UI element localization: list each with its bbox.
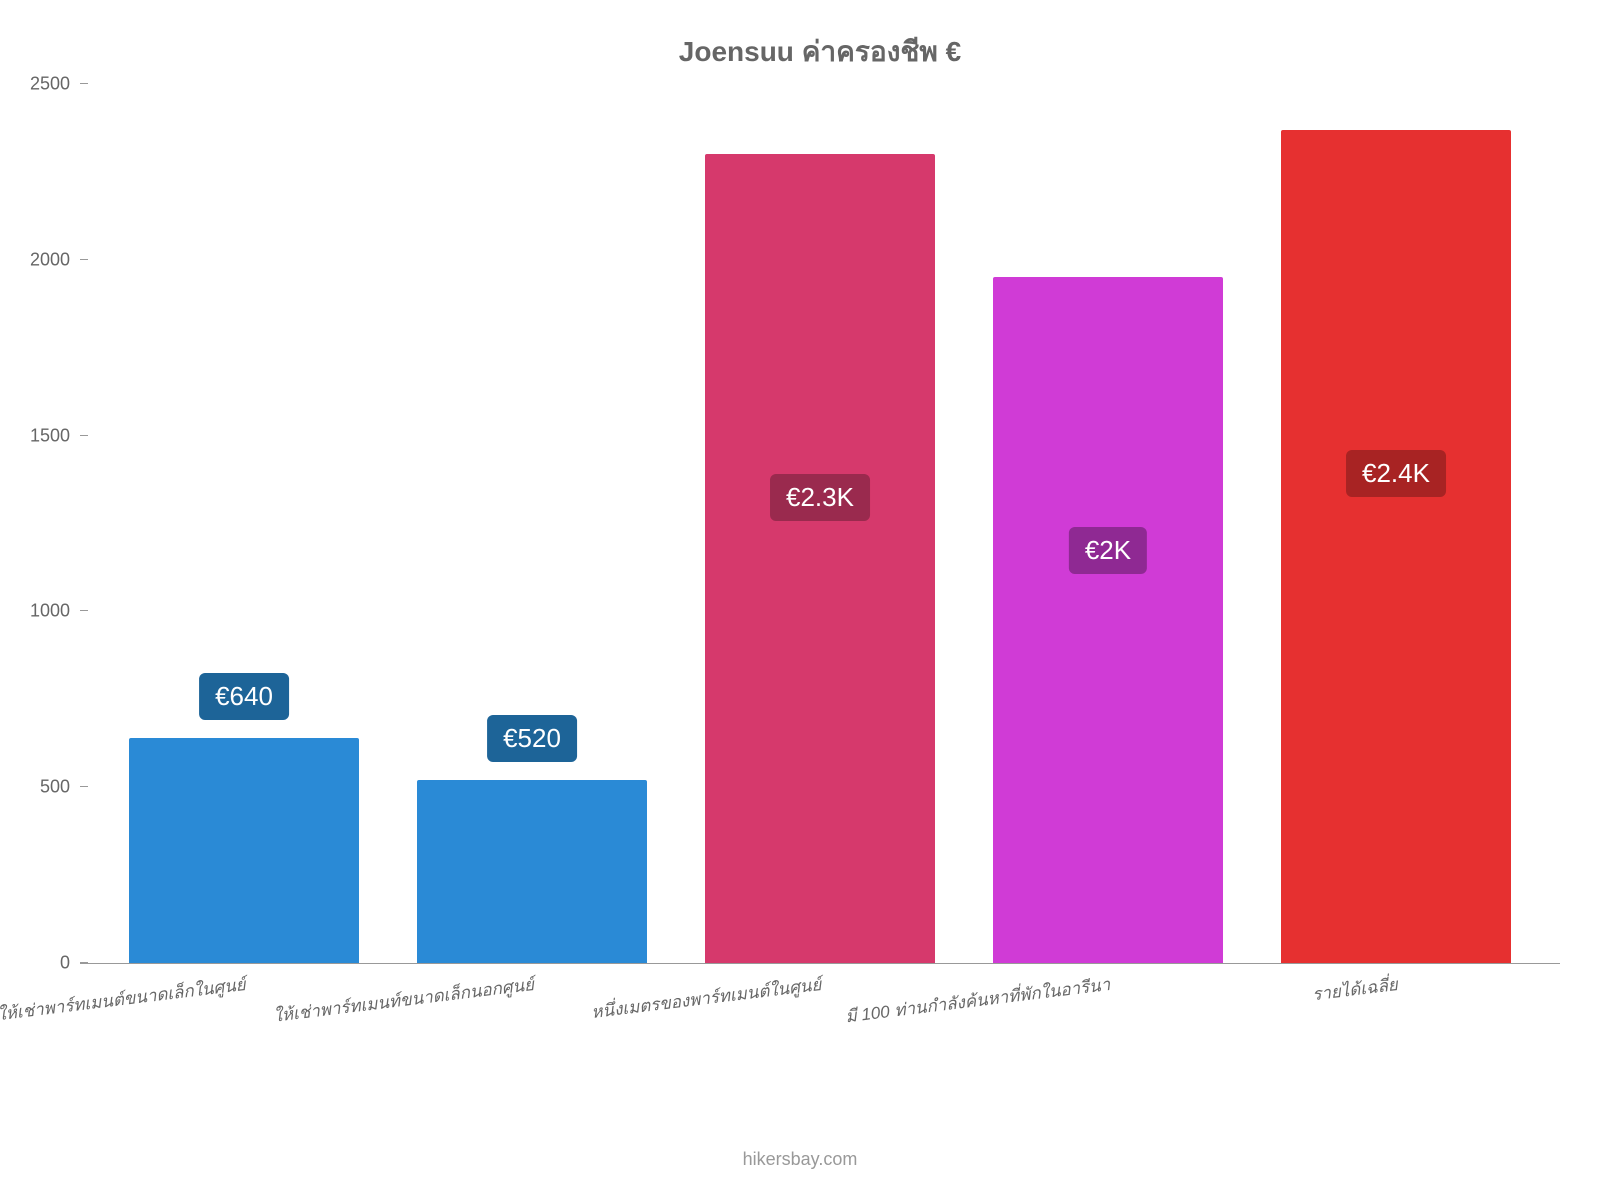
chart-bar: €2K bbox=[993, 277, 1223, 963]
bar-slot: €640 bbox=[100, 84, 388, 963]
y-tick-mark bbox=[80, 786, 88, 787]
chart-bar: €2.3K bbox=[705, 154, 935, 963]
bars-wrapper: €640 €520 €2.3K €2K €2.4K bbox=[80, 84, 1560, 963]
bar-value-label: €2.4K bbox=[1346, 450, 1446, 497]
bar-slot: €2.4K bbox=[1252, 84, 1540, 963]
attribution-text: hikersbay.com bbox=[743, 1149, 858, 1170]
bar-slot: €2.3K bbox=[676, 84, 964, 963]
y-tick-mark bbox=[80, 435, 88, 436]
y-tick-mark bbox=[80, 610, 88, 611]
chart-bar: €520 bbox=[417, 780, 647, 963]
y-tick-label: 500 bbox=[20, 777, 70, 798]
plot-area: 05001000150020002500 €640€520€2.3K€2K€2.… bbox=[80, 84, 1560, 964]
bar-slot: €520 bbox=[388, 84, 676, 963]
y-tick-label: 0 bbox=[20, 953, 70, 974]
chart-title: Joensuu ค่าครองชีพ € bbox=[80, 30, 1560, 74]
y-tick-mark bbox=[80, 83, 88, 84]
chart-container: Joensuu ค่าครองชีพ € 0500100015002000250… bbox=[0, 0, 1600, 1200]
chart-bar: €640 bbox=[129, 738, 359, 963]
bar-value-label: €640 bbox=[199, 673, 289, 720]
x-axis-label: หนึ่งเมตรของพาร์ทเมนต์ในศูนย์ bbox=[590, 971, 823, 1026]
x-axis-label: มี 100 ท่านกำลังค้นหาที่พักในอารีนา bbox=[844, 971, 1112, 1030]
bar-value-label: €2K bbox=[1069, 527, 1147, 574]
x-axis-label: ให้เช่าพาร์ทเมนต์ขนาดเล็กในศูนย์ bbox=[0, 971, 247, 1028]
y-tick-label: 1000 bbox=[20, 601, 70, 622]
y-tick-mark bbox=[80, 962, 88, 963]
x-axis-label: ให้เช่าพาร์ทเมนท์ขนาดเล็กนอกศูนย์ bbox=[272, 971, 536, 1030]
y-axis: 05001000150020002500 bbox=[30, 84, 80, 963]
chart-bar: €2.4K bbox=[1281, 130, 1511, 963]
y-tick-mark bbox=[80, 259, 88, 260]
y-tick-label: 2000 bbox=[20, 249, 70, 270]
y-tick-label: 2500 bbox=[20, 74, 70, 95]
bar-value-label: €520 bbox=[487, 715, 577, 762]
bar-value-label: €2.3K bbox=[770, 474, 870, 521]
y-tick-label: 1500 bbox=[20, 425, 70, 446]
bar-slot: €2K bbox=[964, 84, 1252, 963]
x-axis-label: รายได้เฉลี่ย bbox=[1311, 971, 1400, 1008]
